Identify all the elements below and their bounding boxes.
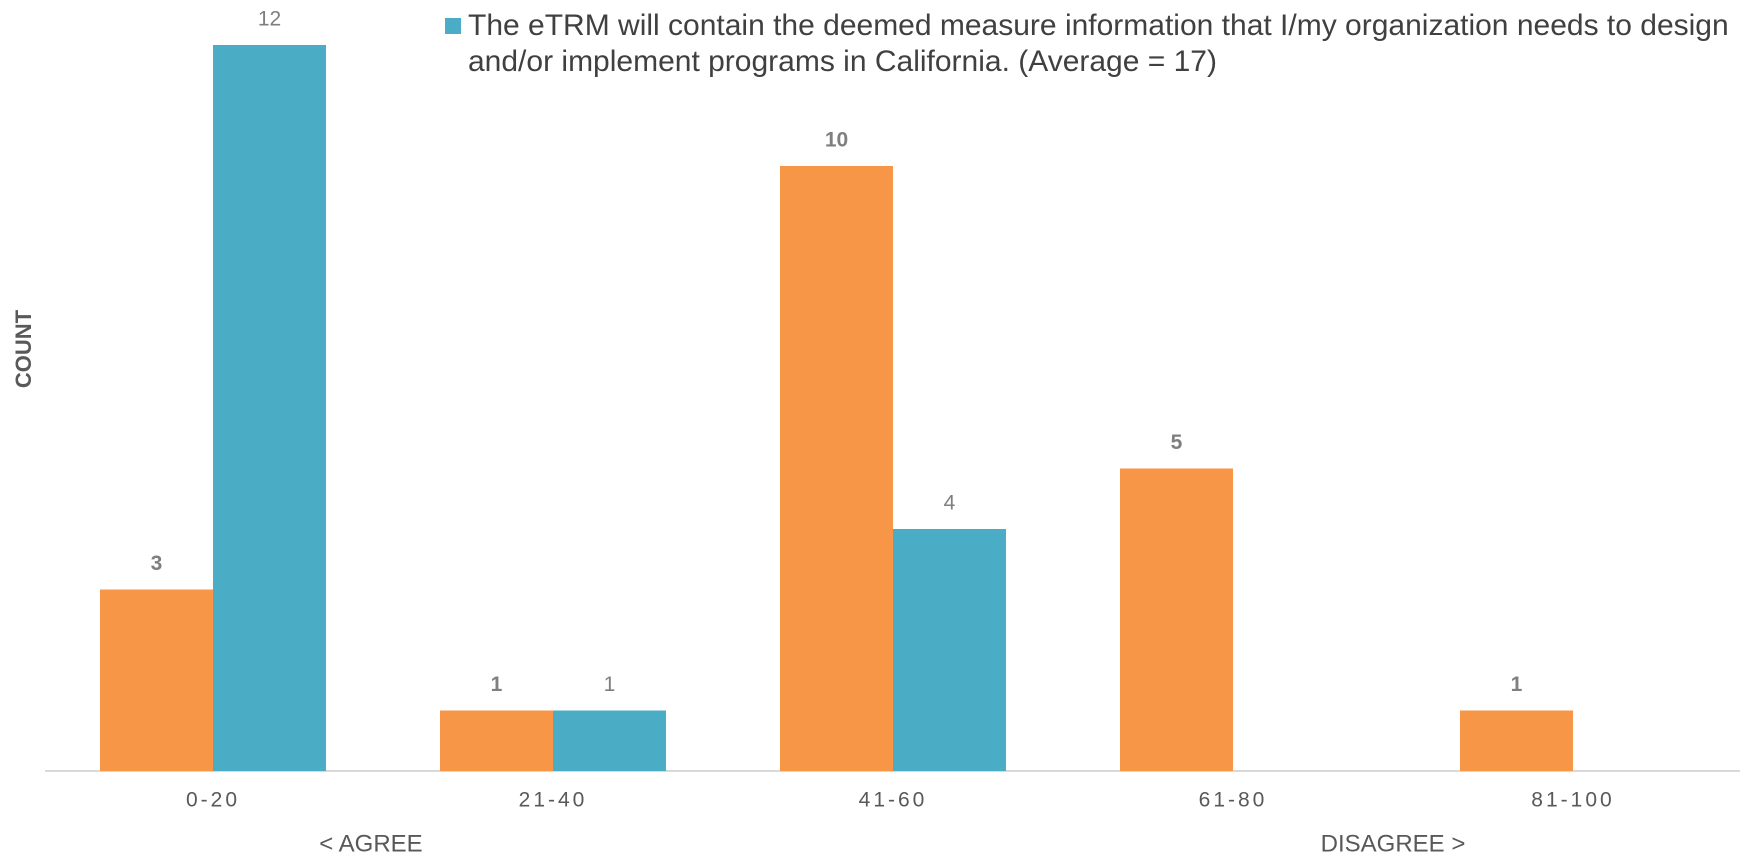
- x-tick-label: 41-60: [859, 789, 928, 812]
- x-tick-label: 0-20: [186, 789, 240, 812]
- data-label: 10: [825, 129, 848, 152]
- y-axis-label: COUNT: [11, 309, 36, 388]
- bar: [553, 710, 666, 771]
- legend-swatch: [445, 18, 461, 34]
- bar: [100, 589, 213, 771]
- annotation: < AGREE: [319, 830, 422, 857]
- data-label: 4: [944, 492, 956, 515]
- bar: [893, 529, 1006, 771]
- data-label: 1: [491, 673, 503, 696]
- bar: [780, 166, 893, 771]
- annotation: DISAGREE >: [1321, 830, 1466, 857]
- data-label: 1: [1511, 673, 1523, 696]
- bar: [1460, 710, 1573, 771]
- bar: [213, 45, 326, 771]
- data-label: 12: [258, 8, 281, 31]
- bar: [440, 710, 553, 771]
- x-tick-label: 61-80: [1199, 789, 1268, 812]
- data-label: 1: [604, 673, 616, 696]
- legend: The eTRM will contain the deemed measure…: [445, 8, 1735, 80]
- x-tick-label: 21-40: [519, 789, 588, 812]
- bar: [1120, 468, 1233, 771]
- legend-label: The eTRM will contain the deemed measure…: [468, 9, 1729, 78]
- data-label: 5: [1171, 431, 1183, 454]
- data-label: 3: [151, 552, 163, 575]
- x-tick-label: 81-100: [1531, 789, 1614, 812]
